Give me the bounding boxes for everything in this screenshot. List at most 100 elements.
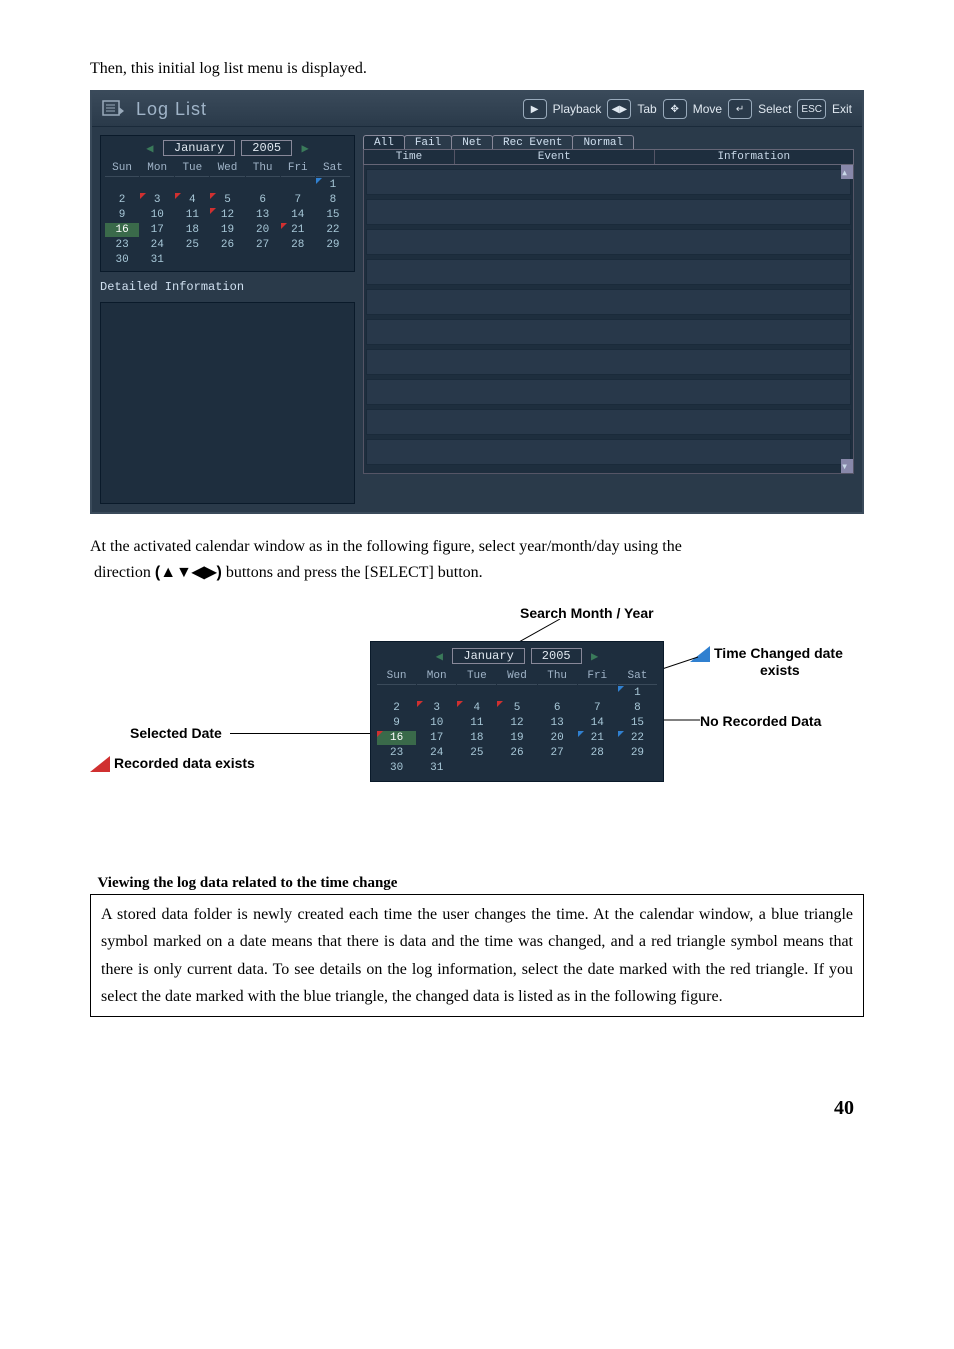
cal-day[interactable]: 21 bbox=[281, 223, 315, 237]
cal-day[interactable]: 5 bbox=[497, 701, 536, 715]
cal-day[interactable]: 22 bbox=[316, 223, 350, 237]
cal-day[interactable]: 2 bbox=[377, 701, 416, 715]
cal-day[interactable]: 16 bbox=[377, 731, 416, 745]
cal-day[interactable]: 25 bbox=[457, 746, 496, 760]
log-row[interactable] bbox=[366, 259, 851, 285]
next-month-button[interactable]: ▶ bbox=[298, 141, 312, 155]
cal-day[interactable]: 15 bbox=[618, 716, 657, 730]
log-row[interactable] bbox=[366, 319, 851, 345]
titlebar: Log List ▶Playback◀▶Tab✥Move↵SelectESCEx… bbox=[92, 92, 862, 127]
tab-net[interactable]: Net bbox=[451, 135, 493, 149]
cal-day[interactable]: 14 bbox=[578, 716, 617, 730]
cal-day[interactable]: 18 bbox=[457, 731, 496, 745]
cal-day[interactable]: 24 bbox=[140, 238, 174, 252]
cal-day[interactable]: 15 bbox=[316, 208, 350, 222]
cal-day[interactable]: 7 bbox=[281, 193, 315, 207]
year-display-2[interactable]: 2005 bbox=[531, 648, 582, 664]
log-row[interactable] bbox=[366, 169, 851, 195]
cal-day bbox=[457, 686, 496, 700]
cal-day[interactable]: 29 bbox=[618, 746, 657, 760]
cal-day[interactable]: 20 bbox=[538, 731, 577, 745]
cal-day[interactable]: 30 bbox=[377, 761, 416, 775]
cal-day[interactable]: 10 bbox=[417, 716, 456, 730]
cal-day[interactable]: 8 bbox=[316, 193, 350, 207]
cal-day[interactable]: 1 bbox=[618, 686, 657, 700]
cal-day[interactable]: 5 bbox=[210, 193, 244, 207]
cal-day[interactable]: 28 bbox=[578, 746, 617, 760]
log-row[interactable] bbox=[366, 379, 851, 405]
help-label: Playback bbox=[553, 102, 602, 116]
calendar-grid-2[interactable]: SunMonTueWedThuFriSat1234567891011121314… bbox=[377, 668, 657, 775]
cal-day[interactable]: 23 bbox=[377, 746, 416, 760]
cal-day bbox=[417, 686, 456, 700]
red-triangle-icon bbox=[140, 193, 146, 199]
cal-day[interactable]: 20 bbox=[246, 223, 280, 237]
tab-rec-event[interactable]: Rec Event bbox=[492, 135, 573, 149]
log-row[interactable] bbox=[366, 199, 851, 225]
cal-day[interactable]: 17 bbox=[417, 731, 456, 745]
cal-day[interactable]: 1 bbox=[316, 178, 350, 192]
cal-day[interactable]: 13 bbox=[246, 208, 280, 222]
cal-day[interactable]: 19 bbox=[210, 223, 244, 237]
cal-day[interactable]: 4 bbox=[175, 193, 209, 207]
cal-day[interactable]: 31 bbox=[417, 761, 456, 775]
cal-day[interactable]: 27 bbox=[246, 238, 280, 252]
cal-day[interactable]: 8 bbox=[618, 701, 657, 715]
cal-day[interactable]: 9 bbox=[105, 208, 139, 222]
scroll-down[interactable]: ▾ bbox=[841, 459, 853, 473]
log-row[interactable] bbox=[366, 229, 851, 255]
prev-month-button-2[interactable]: ◀ bbox=[432, 649, 446, 663]
tab-all[interactable]: All bbox=[363, 135, 405, 149]
cal-day[interactable]: 25 bbox=[175, 238, 209, 252]
cal-day[interactable]: 19 bbox=[497, 731, 536, 745]
cal-day[interactable]: 22 bbox=[618, 731, 657, 745]
cal-day[interactable]: 12 bbox=[497, 716, 536, 730]
tab-fail[interactable]: Fail bbox=[404, 135, 452, 149]
log-row[interactable] bbox=[366, 289, 851, 315]
cal-day[interactable]: 24 bbox=[417, 746, 456, 760]
cal-day[interactable]: 13 bbox=[538, 716, 577, 730]
cal-day[interactable]: 6 bbox=[246, 193, 280, 207]
month-display[interactable]: January bbox=[163, 140, 235, 156]
cal-dayname: Fri bbox=[281, 160, 315, 177]
cal-day[interactable]: 12 bbox=[210, 208, 244, 222]
log-row[interactable] bbox=[366, 409, 851, 435]
next-month-button-2[interactable]: ▶ bbox=[588, 649, 602, 663]
year-display[interactable]: 2005 bbox=[241, 140, 292, 156]
prev-month-button[interactable]: ◀ bbox=[143, 141, 157, 155]
cal-day[interactable]: 6 bbox=[538, 701, 577, 715]
cal-day[interactable]: 31 bbox=[140, 253, 174, 267]
cal-day bbox=[175, 253, 209, 267]
log-row[interactable] bbox=[366, 439, 851, 465]
cal-day[interactable]: 26 bbox=[497, 746, 536, 760]
cal-day[interactable]: 7 bbox=[578, 701, 617, 715]
cal-day[interactable]: 16 bbox=[105, 223, 139, 237]
blue-triangle-icon bbox=[618, 686, 624, 692]
cal-day[interactable]: 9 bbox=[377, 716, 416, 730]
cal-day[interactable]: 18 bbox=[175, 223, 209, 237]
cal-day[interactable]: 21 bbox=[578, 731, 617, 745]
month-display-2[interactable]: January bbox=[452, 648, 524, 664]
cal-day[interactable]: 4 bbox=[457, 701, 496, 715]
cal-day[interactable]: 3 bbox=[417, 701, 456, 715]
cal-day[interactable]: 28 bbox=[281, 238, 315, 252]
cal-day[interactable]: 11 bbox=[457, 716, 496, 730]
cal-day[interactable]: 27 bbox=[538, 746, 577, 760]
blue-triangle-icon bbox=[578, 731, 584, 737]
cal-day[interactable]: 10 bbox=[140, 208, 174, 222]
cal-day[interactable]: 17 bbox=[140, 223, 174, 237]
cal-day[interactable]: 23 bbox=[105, 238, 139, 252]
tab-normal[interactable]: Normal bbox=[572, 135, 634, 149]
cal-day[interactable]: 14 bbox=[281, 208, 315, 222]
log-row[interactable] bbox=[366, 349, 851, 375]
scroll-up[interactable]: ▴ bbox=[841, 165, 853, 179]
cal-day[interactable]: 3 bbox=[140, 193, 174, 207]
cal-day[interactable]: 11 bbox=[175, 208, 209, 222]
cal-day[interactable]: 30 bbox=[105, 253, 139, 267]
cal-day[interactable]: 29 bbox=[316, 238, 350, 252]
detail-info-box bbox=[100, 302, 355, 504]
section-title: Viewing the log data related to the time… bbox=[90, 875, 864, 892]
calendar-grid[interactable]: SunMonTueWedThuFriSat1234567891011121314… bbox=[105, 160, 350, 267]
cal-day[interactable]: 26 bbox=[210, 238, 244, 252]
cal-day[interactable]: 2 bbox=[105, 193, 139, 207]
